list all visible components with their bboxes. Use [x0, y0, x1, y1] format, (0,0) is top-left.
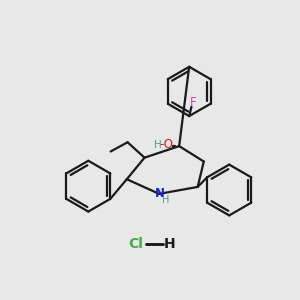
Text: H: H — [163, 237, 175, 251]
Text: -O: -O — [160, 138, 174, 151]
Text: H: H — [162, 195, 169, 205]
Text: H: H — [154, 140, 161, 150]
Text: N: N — [155, 187, 165, 200]
Text: Cl: Cl — [129, 237, 143, 251]
Text: F: F — [190, 96, 196, 109]
